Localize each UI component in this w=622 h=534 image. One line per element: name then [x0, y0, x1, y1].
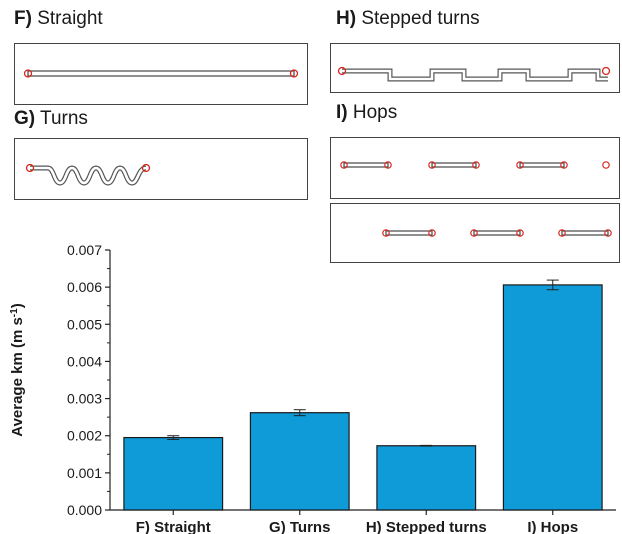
bar-chart: 0.000 0.001 0.002 0.003 0.004 0.005 0.006 0.007… — [9, 242, 616, 534]
y-axis-label-main: Average km (m s — [9, 317, 26, 437]
x-tick-label: H) Stepped turns — [366, 519, 487, 534]
hop-segment — [431, 162, 477, 168]
panel-h-diagram — [337, 66, 611, 82]
panel-g-title: G) Turns — [14, 108, 88, 130]
panel-i-diagram-bottom — [382, 229, 612, 237]
inlet-marker — [25, 163, 35, 173]
outlet-marker — [289, 69, 299, 78]
panel-i-diagram-top — [340, 161, 610, 169]
y-tick-label: 0.000 — [67, 502, 102, 518]
hop-segment — [519, 162, 565, 168]
panel-g-letter: G) — [14, 108, 36, 129]
hop-segment — [561, 230, 609, 236]
y-tick-label: 0.002 — [67, 428, 102, 444]
panel-h-box — [330, 43, 620, 93]
y-axis-label-end: ) — [9, 303, 26, 308]
panel-i-title: I) Hops — [336, 102, 397, 124]
hop-segment — [385, 230, 433, 236]
y-axis-label: Average km (m s-1) — [9, 303, 27, 436]
y-tick-label: 0.004 — [67, 353, 102, 369]
inlet-marker — [337, 66, 347, 76]
bar — [502, 284, 603, 511]
hop-marker — [604, 229, 612, 237]
outlet-marker — [141, 163, 151, 173]
panel-h-letter: H) — [336, 8, 357, 29]
y-tick-label: 0.007 — [67, 242, 102, 258]
hop-marker — [516, 229, 524, 237]
hop-marker — [382, 229, 390, 237]
panel-g-name: Turns — [40, 108, 88, 129]
hop-marker — [472, 161, 480, 169]
y-tick-label: 0.001 — [67, 465, 102, 481]
panel-i-letter: I) — [336, 102, 348, 123]
y-axis-label-sup: -1 — [9, 308, 20, 317]
panel-f-title: F) Straight — [14, 8, 103, 30]
y-tick-label: 0.005 — [67, 316, 102, 332]
hop-marker — [428, 229, 436, 237]
hop-segment — [343, 162, 389, 168]
hop-marker — [558, 229, 566, 237]
bar — [123, 436, 224, 511]
hop-marker — [384, 161, 392, 169]
y-tick-label: 0.006 — [67, 279, 102, 295]
panel-f-diagram — [23, 69, 299, 78]
bar — [249, 412, 350, 511]
panel-h-name: Stepped turns — [361, 8, 480, 29]
hop-marker — [560, 161, 568, 169]
bar — [376, 445, 477, 511]
straight-channel — [27, 70, 295, 77]
hop-marker — [428, 161, 436, 169]
panel-f-letter: F) — [14, 8, 32, 29]
hop-segment — [473, 230, 521, 236]
hop-marker — [602, 161, 610, 169]
panel-g-box — [14, 138, 308, 200]
panel-f-name: Straight — [37, 8, 103, 29]
x-tick-label: I) Hops — [527, 519, 578, 534]
panel-g-diagram — [25, 163, 151, 186]
stepped-channel-inner — [342, 69, 608, 81]
hop-marker — [516, 161, 524, 169]
hop-marker — [470, 229, 478, 237]
panel-i-name: Hops — [352, 102, 398, 123]
outlet-marker — [601, 66, 611, 76]
turns-channel-inner — [30, 166, 147, 185]
x-tick-label: F) Straight — [136, 519, 211, 534]
y-tick-label: 0.003 — [67, 391, 102, 407]
panel-h-title: H) Stepped turns — [336, 8, 480, 30]
x-tick-label: G) Turns — [269, 519, 330, 534]
inlet-marker — [23, 69, 33, 78]
hop-marker — [340, 161, 348, 169]
